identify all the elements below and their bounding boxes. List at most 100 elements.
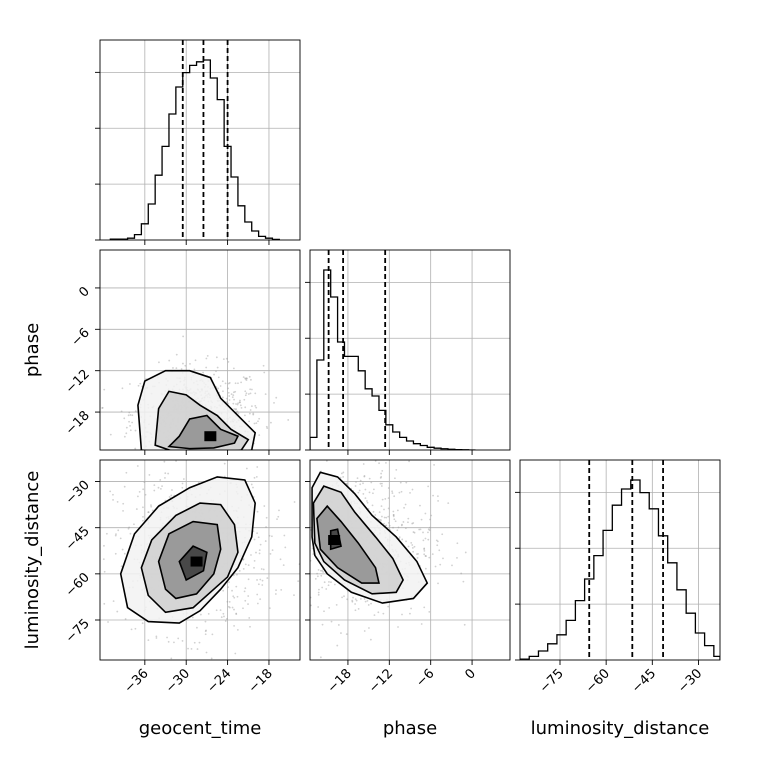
scatter-point [265, 600, 267, 602]
scatter-point [317, 593, 320, 596]
scatter-point [363, 474, 366, 477]
scatter-point [306, 593, 308, 595]
scatter-point [381, 469, 384, 472]
scatter-point [261, 584, 264, 586]
scatter-point [258, 549, 261, 552]
scatter-point [181, 486, 184, 489]
scatter-point [322, 571, 325, 573]
scatter-point [129, 424, 131, 427]
scatter-point [128, 411, 131, 414]
scatter-point [172, 367, 174, 369]
scatter-point [403, 506, 405, 509]
scatter-point [307, 567, 309, 569]
scatter-point [135, 508, 138, 510]
scatter-point [175, 353, 178, 356]
scatter-point [161, 485, 163, 488]
scatter-point [150, 504, 152, 507]
scatter-point [171, 489, 173, 491]
scatter-point [269, 552, 272, 555]
scatter-point [282, 564, 285, 567]
scatter-point [400, 524, 403, 527]
scatter-point [227, 382, 230, 385]
scatter-point [423, 548, 426, 550]
scatter-point [142, 515, 144, 518]
scatter-point [343, 595, 345, 598]
contour-line-3 [311, 471, 429, 604]
scatter-point [410, 541, 413, 544]
scatter-point [177, 463, 179, 465]
scatter-point [283, 534, 286, 537]
contour-line-3 [119, 476, 256, 624]
scatter-point [182, 478, 185, 480]
scatter-point [287, 419, 290, 421]
scatter-point [294, 519, 296, 521]
scatter-point [204, 620, 207, 623]
scatter-point [129, 383, 131, 385]
scatter-point [134, 429, 137, 432]
scatter-point [363, 630, 366, 632]
scatter-point [253, 566, 255, 569]
scatter-point [173, 641, 175, 644]
xtick-label-phase: 0 [462, 666, 478, 682]
scatter-point [121, 548, 124, 551]
scatter-point [290, 601, 292, 603]
scatter-point [273, 401, 275, 404]
scatter-point [204, 633, 207, 636]
scatter-point [380, 472, 383, 475]
scatter-point [142, 506, 144, 509]
scatter-point [116, 610, 119, 613]
scatter-point [219, 609, 222, 612]
scatter-point [411, 547, 414, 549]
scatter-point [107, 621, 109, 623]
scatter-point [374, 460, 377, 462]
scatter-point [168, 359, 171, 362]
scatter-point [401, 538, 404, 541]
scatter-point [210, 657, 213, 660]
scatter-point [460, 572, 463, 575]
scatter-point [250, 450, 252, 452]
scatter-point [404, 527, 407, 530]
scatter-point [433, 463, 435, 466]
scatter-point [401, 523, 403, 526]
scatter-point [103, 544, 105, 547]
scatter-point [289, 561, 291, 563]
scatter-point [292, 524, 294, 526]
scatter-point [423, 553, 426, 556]
scatter-point [358, 489, 361, 492]
scatter-point [205, 366, 208, 369]
scatter-point [206, 354, 209, 357]
scatter-point [412, 550, 415, 553]
scatter-point [385, 524, 388, 527]
scatter-point [257, 583, 260, 586]
scatter-point [153, 489, 156, 492]
xaxis-label-geocent_time: geocent_time [139, 718, 262, 739]
scatter-point [263, 505, 266, 507]
scatter-point [103, 602, 106, 605]
scatter-point [367, 604, 370, 606]
scatter-point [213, 373, 215, 376]
scatter-point [362, 482, 364, 485]
scatter-point [137, 495, 139, 498]
scatter-point [418, 437, 420, 439]
scatter-point [396, 509, 399, 512]
scatter-point [225, 456, 227, 458]
scatter-point [289, 583, 291, 585]
scatter-point [211, 633, 214, 636]
scatter-point [120, 410, 123, 413]
panel-frame [99, 249, 301, 451]
scatter-point [423, 549, 426, 552]
scatter-point [401, 613, 403, 616]
xtick-label-phase: −6 [413, 666, 437, 690]
xtick-label-luminosity_distance: −75 [537, 666, 567, 696]
scatter-point [392, 510, 395, 513]
scatter-point [253, 538, 256, 541]
scatter-point [428, 610, 431, 613]
scatter-point [205, 357, 208, 360]
scatter-point [148, 474, 151, 476]
scatter-point [182, 452, 184, 454]
scatter-point [217, 376, 220, 379]
scatter-point [319, 656, 322, 659]
panel-frame [99, 459, 301, 661]
scatter-point [215, 370, 217, 373]
scatter-point [387, 605, 390, 608]
